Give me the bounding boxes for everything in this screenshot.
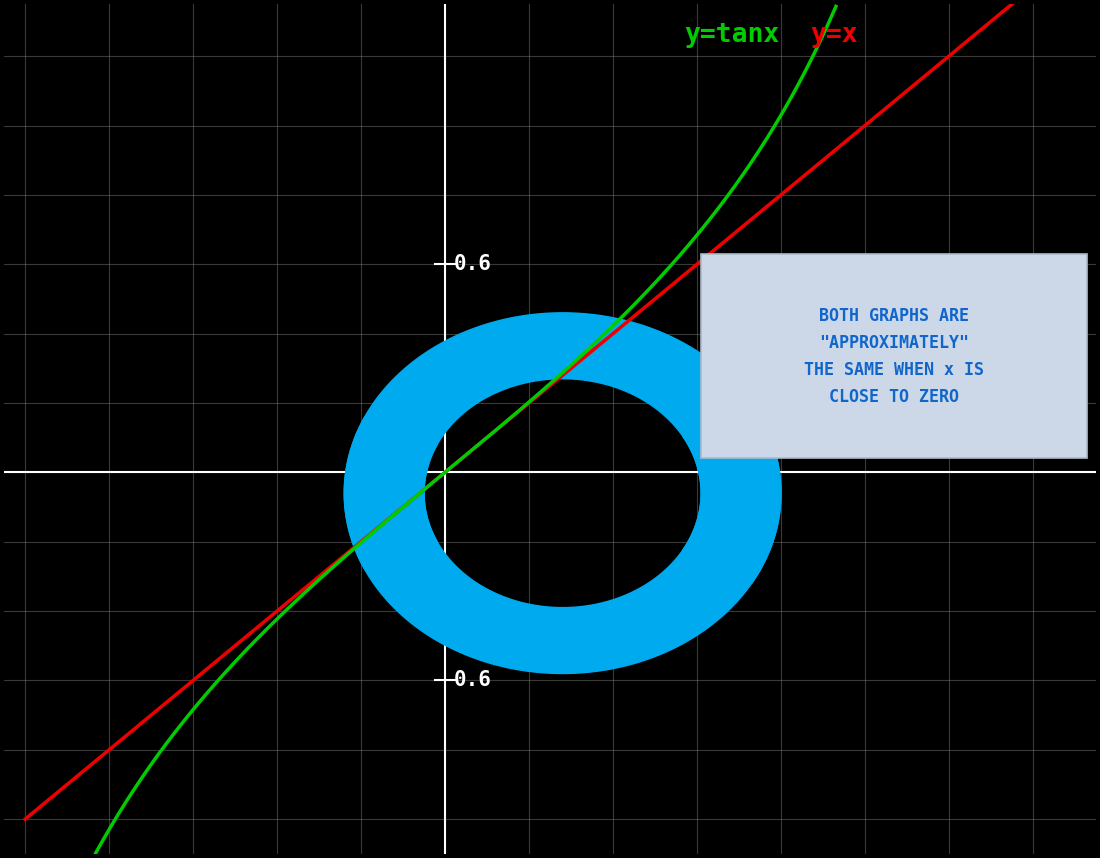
Text: y=x: y=x <box>811 21 858 47</box>
Polygon shape <box>344 403 781 674</box>
Text: 0.6: 0.6 <box>453 254 492 275</box>
Text: BOTH GRAPHS ARE
"APPROXIMATELY"
THE SAME WHEN x IS
CLOSE TO ZERO: BOTH GRAPHS ARE "APPROXIMATELY" THE SAME… <box>804 306 984 406</box>
FancyBboxPatch shape <box>701 254 1088 458</box>
Text: 0.6: 0.6 <box>453 670 492 691</box>
Polygon shape <box>372 544 430 600</box>
Polygon shape <box>344 313 781 583</box>
Polygon shape <box>689 406 747 462</box>
Text: y=tanx: y=tanx <box>684 21 780 47</box>
